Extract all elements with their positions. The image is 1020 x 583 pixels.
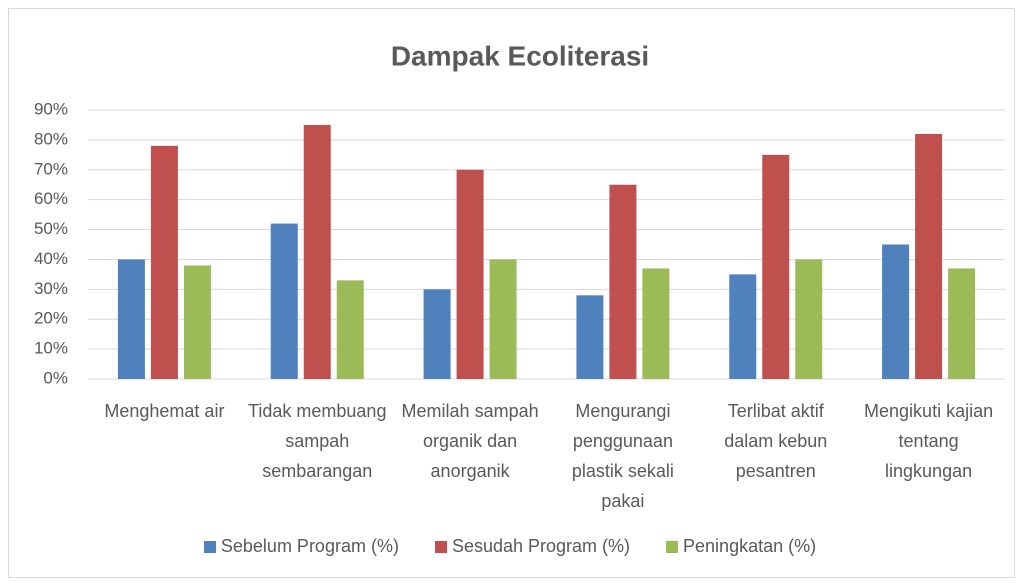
y-tick-label: 30% xyxy=(34,279,68,298)
legend-item: Sebelum Program (%) xyxy=(203,536,399,557)
bar xyxy=(489,259,517,379)
legend-label: Sesudah Program (%) xyxy=(451,536,631,556)
x-tick-label: Mengikuti kajian tentang lingkungan xyxy=(864,401,994,481)
x-tick-label: Terlibat aktif dalam kebun pesantren xyxy=(724,401,828,481)
bar xyxy=(795,259,823,379)
legend-label: Peningkatan (%) xyxy=(683,536,817,556)
bar xyxy=(336,280,364,379)
y-tick-label: 70% xyxy=(34,159,68,178)
bar xyxy=(423,289,451,379)
bar xyxy=(117,259,145,379)
bar xyxy=(183,265,211,379)
x-tick-label: Menghemat air xyxy=(104,401,225,421)
x-tick-label: Mengurangi penggunaan plastik sekali pak… xyxy=(571,401,674,511)
legend-swatch xyxy=(666,540,679,553)
bar xyxy=(729,274,757,379)
x-tick-label: Memilah sampah organik dan anorganik xyxy=(401,401,539,481)
y-tick-label: 80% xyxy=(34,129,68,148)
y-tick-label: 20% xyxy=(34,309,68,328)
legend-swatch xyxy=(203,540,216,553)
y-tick-label: 10% xyxy=(34,339,68,358)
bar xyxy=(150,145,178,379)
bar xyxy=(456,169,484,379)
bar xyxy=(303,124,331,379)
y-tick-label: 0% xyxy=(43,368,68,387)
bar xyxy=(915,133,943,379)
y-tick-label: 50% xyxy=(34,219,68,238)
bar xyxy=(762,154,790,379)
bar xyxy=(642,268,670,379)
x-tick-label: Tidak membuang sampah sembarangan xyxy=(248,401,387,481)
legend-item: Peningkatan (%) xyxy=(666,536,816,557)
legend-item: Sesudah Program (%) xyxy=(434,536,631,557)
legend: Sebelum Program (%) Sesudah Program (%) Pe… xyxy=(0,536,1020,557)
y-tick-label: 40% xyxy=(34,249,68,268)
legend-label: Sebelum Program (%) xyxy=(220,536,399,556)
bar xyxy=(609,184,637,379)
y-tick-label: 90% xyxy=(34,99,68,118)
chart-title: Dampak Ecoliterasi xyxy=(391,40,649,71)
legend-swatch xyxy=(434,540,447,553)
bar xyxy=(948,268,976,379)
bar xyxy=(270,223,298,379)
bar xyxy=(882,244,910,379)
y-tick-label: 60% xyxy=(34,189,68,208)
bar xyxy=(576,295,604,379)
